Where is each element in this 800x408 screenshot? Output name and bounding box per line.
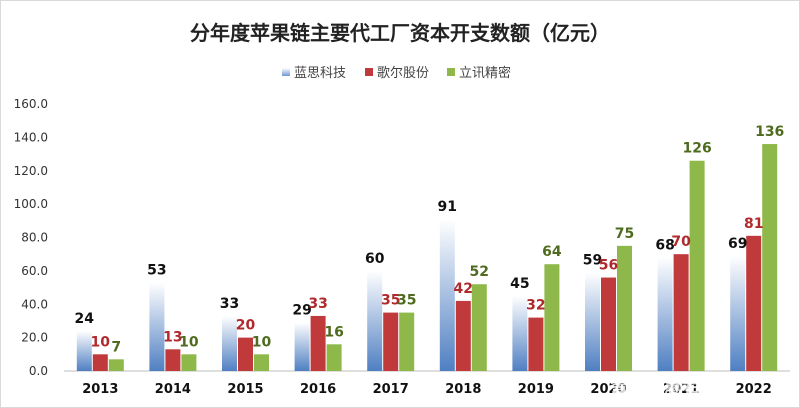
x-tick-label: 2020	[590, 382, 626, 397]
bar-2-2021	[673, 254, 689, 371]
x-tick-label: 2015	[227, 382, 263, 397]
bar-1-2016	[294, 322, 310, 371]
x-tick-label: 2018	[445, 382, 481, 397]
y-tick-label: 160.0	[14, 97, 48, 111]
data-label-2-2021: 70	[671, 234, 691, 250]
data-label-2-2022: 81	[744, 216, 763, 232]
data-label-3-2018: 52	[470, 264, 489, 280]
data-label-3-2015: 10	[252, 334, 272, 350]
data-label-3-2022: 136	[755, 124, 784, 140]
y-tick-label: 120.0	[14, 164, 48, 178]
legend-label-series-2: 歌尔股份	[377, 66, 429, 81]
y-tick-label: 80.0	[21, 231, 48, 245]
x-tick-label: 2019	[518, 382, 554, 397]
legend-swatch-series-1	[282, 68, 290, 76]
data-label-3-2013: 7	[111, 339, 121, 355]
bar-3-2013	[108, 359, 124, 371]
data-label-1-2015: 33	[220, 296, 239, 312]
bar-3-2016	[326, 344, 342, 371]
bar-2-2020	[601, 277, 616, 371]
bar-2-2016	[310, 315, 326, 371]
data-label-2-2017: 35	[381, 293, 400, 309]
data-label-2-2016: 33	[308, 296, 327, 312]
bar-3-2015	[254, 354, 269, 371]
data-label-1-2018: 91	[438, 199, 457, 215]
data-label-1-2013: 24	[75, 311, 95, 327]
chart-title: 分年度苹果链主要代工厂资本开支数额（亿元）	[190, 21, 610, 45]
bar-3-2018	[471, 284, 487, 371]
y-axis-ticks: 0.0 20.0 40.0 60.0 80.0 100.0 120.0 140.0 160.0	[14, 97, 48, 378]
bar-3-2014	[181, 354, 197, 371]
data-label-2-2013: 10	[91, 334, 111, 350]
legend-label-series-3: 立讯精密	[459, 65, 511, 81]
x-tick-label: 2014	[155, 382, 191, 397]
data-label-3-2014: 10	[179, 334, 199, 350]
x-tick-label: 2013	[82, 382, 118, 397]
y-tick-label: 100.0	[14, 197, 48, 211]
x-axis-ticks: 2013 2014 2015 2016 2017 2018 2019 2020 2021 2022	[82, 382, 772, 397]
y-tick-label: 140.0	[14, 130, 48, 144]
y-tick-label: 0.0	[29, 364, 48, 378]
x-tick-label: 2021	[663, 382, 699, 397]
bars	[76, 144, 778, 371]
bar-1-2021	[657, 257, 673, 371]
data-label-1-2021: 68	[655, 238, 674, 254]
data-label-1-2017: 60	[365, 251, 385, 267]
data-label-2-2015: 20	[236, 318, 256, 334]
bar-1-2022	[730, 255, 746, 371]
bar-3-2019	[544, 264, 560, 371]
data-label-2-2014: 13	[163, 329, 182, 345]
bar-1-2017	[367, 270, 383, 371]
bar-3-2022	[762, 144, 778, 371]
x-tick-label: 2017	[373, 382, 409, 397]
bar-1-2014	[149, 282, 165, 371]
bar-3-2020	[617, 245, 632, 371]
bar-2-2017	[383, 312, 399, 371]
y-tick-label: 60.0	[21, 264, 48, 278]
data-label-3-2017: 35	[397, 293, 416, 309]
bar-1-2013	[76, 330, 92, 371]
legend-swatch-series-2	[365, 68, 373, 76]
data-label-3-2016: 16	[324, 324, 343, 340]
data-label-2-2018: 42	[454, 281, 473, 297]
x-tick-label: 2022	[736, 382, 772, 397]
bar-2-2018	[455, 300, 471, 371]
bar-2-2022	[746, 235, 762, 371]
bar-1-2019	[512, 295, 528, 371]
bar-2-2019	[528, 317, 544, 371]
data-label-3-2019: 64	[542, 244, 562, 260]
bar-2-2014	[165, 349, 181, 371]
y-tick-label: 40.0	[21, 297, 48, 311]
legend-swatch-series-3	[447, 68, 455, 76]
data-label-1-2022: 69	[728, 236, 747, 252]
bar-2-2015	[238, 337, 253, 371]
data-label-1-2019: 45	[510, 276, 529, 292]
watermark: 雪球：慧若头	[610, 375, 718, 397]
data-label-2-2020: 56	[599, 258, 618, 274]
data-label-3-2021: 126	[682, 141, 711, 157]
data-label-1-2014: 53	[147, 263, 166, 279]
bar-1-2020	[585, 272, 600, 371]
data-label-3-2020: 75	[615, 226, 634, 242]
x-tick-label: 2016	[300, 382, 336, 397]
data-label-1-2016: 29	[292, 303, 311, 319]
data-label-1-2020: 59	[583, 253, 602, 269]
bar-3-2021	[689, 160, 705, 371]
bar-3-2017	[399, 312, 415, 371]
data-label-2-2019: 32	[526, 298, 545, 314]
legend: 蓝思科技 歌尔股份 立讯精密	[282, 65, 511, 81]
legend-label-series-1: 蓝思科技	[294, 66, 346, 81]
y-tick-label: 20.0	[21, 331, 48, 345]
bar-2-2013	[92, 354, 108, 371]
bar-1-2018	[439, 219, 455, 371]
bar-1-2015	[222, 315, 237, 371]
